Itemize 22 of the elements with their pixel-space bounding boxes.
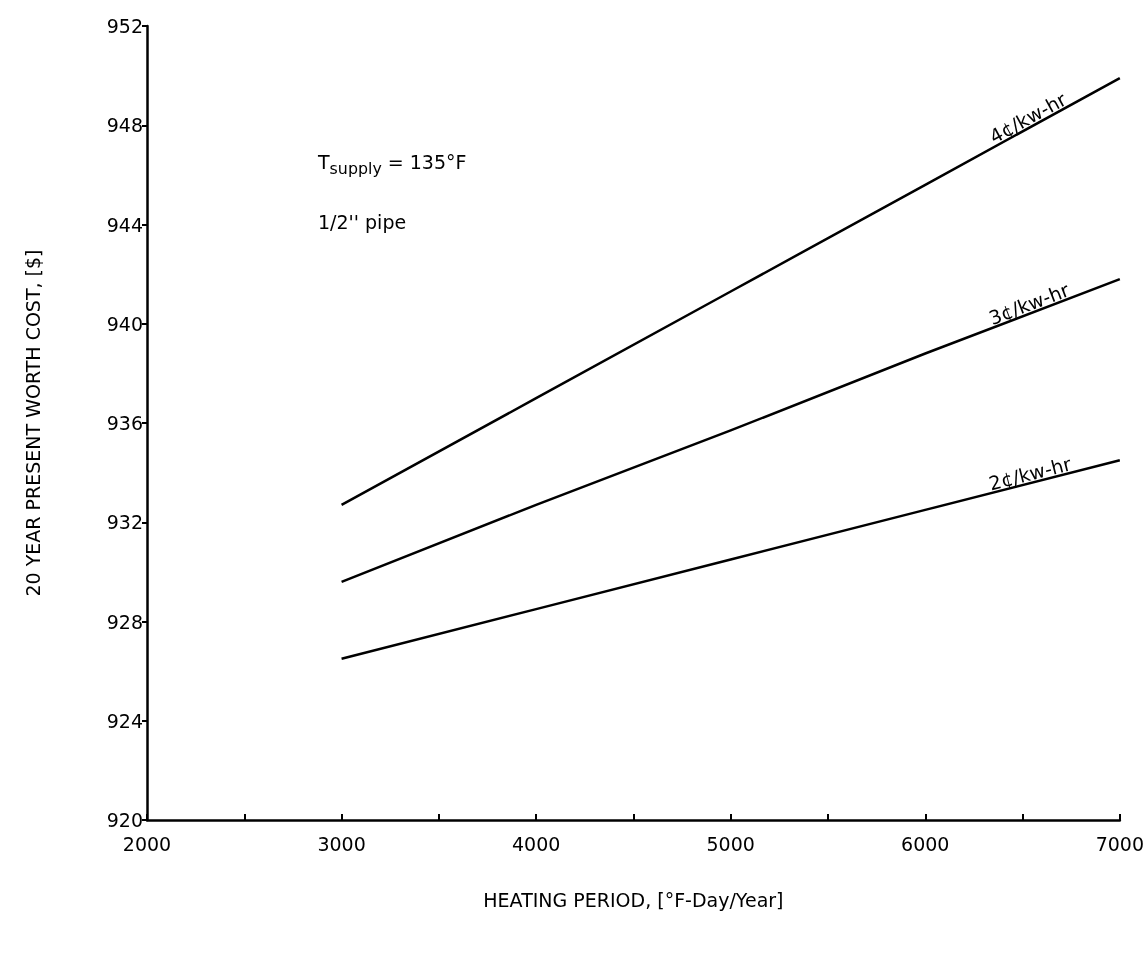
y-tick-label: 948 <box>106 114 143 137</box>
y-tick-label: 940 <box>106 312 143 335</box>
y-tick-label: 932 <box>106 511 143 534</box>
x-tick-label: 5000 <box>706 832 755 855</box>
y-tick-label: 924 <box>106 709 143 732</box>
line-series <box>340 458 1122 660</box>
annotation: 1/2'' pipe <box>318 210 407 235</box>
x-axis-title: HEATING PERIOD, [°F-Day/Year] <box>483 888 784 911</box>
y-tick-label: 952 <box>106 15 143 37</box>
x-tick-label: 2000 <box>122 832 172 855</box>
x-tick-label: 3000 <box>317 832 366 855</box>
x-tick-label: 4000 <box>511 832 561 855</box>
y-axis-title: 20 YEAR PRESENT WORTH COST, [$] <box>21 249 44 597</box>
y-tick-label: 936 <box>106 412 143 434</box>
annotation: T$_{supply}$ = 135°F <box>318 150 467 180</box>
x-tick-label: 6000 <box>901 832 950 855</box>
line-series <box>340 277 1122 584</box>
x-tick-label: 7000 <box>1095 832 1144 855</box>
text: 2¢/kw-hr <box>986 452 1074 495</box>
y-tick-label: 928 <box>106 610 143 633</box>
y-tick-label: 944 <box>106 213 143 236</box>
y-tick-label: 920 <box>106 809 143 831</box>
